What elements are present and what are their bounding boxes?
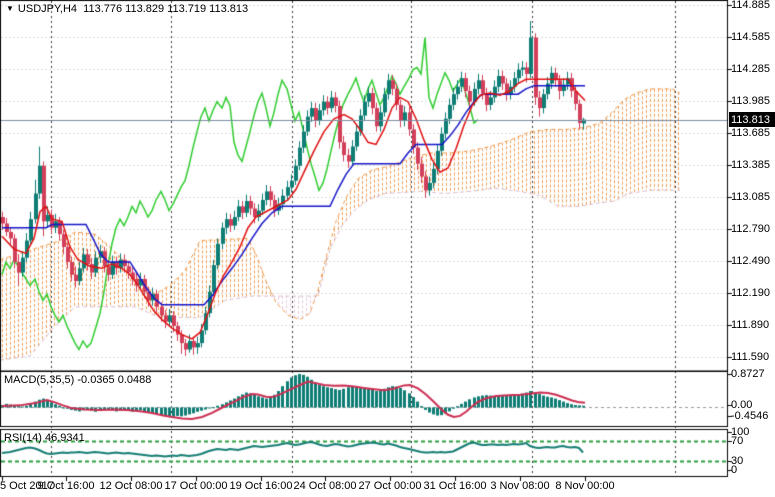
main-chart-canvas[interactable] bbox=[0, 0, 775, 497]
trading-chart-window: ▼ USDJPY,H4 113.776 113.829 113.719 113.8… bbox=[0, 0, 775, 497]
